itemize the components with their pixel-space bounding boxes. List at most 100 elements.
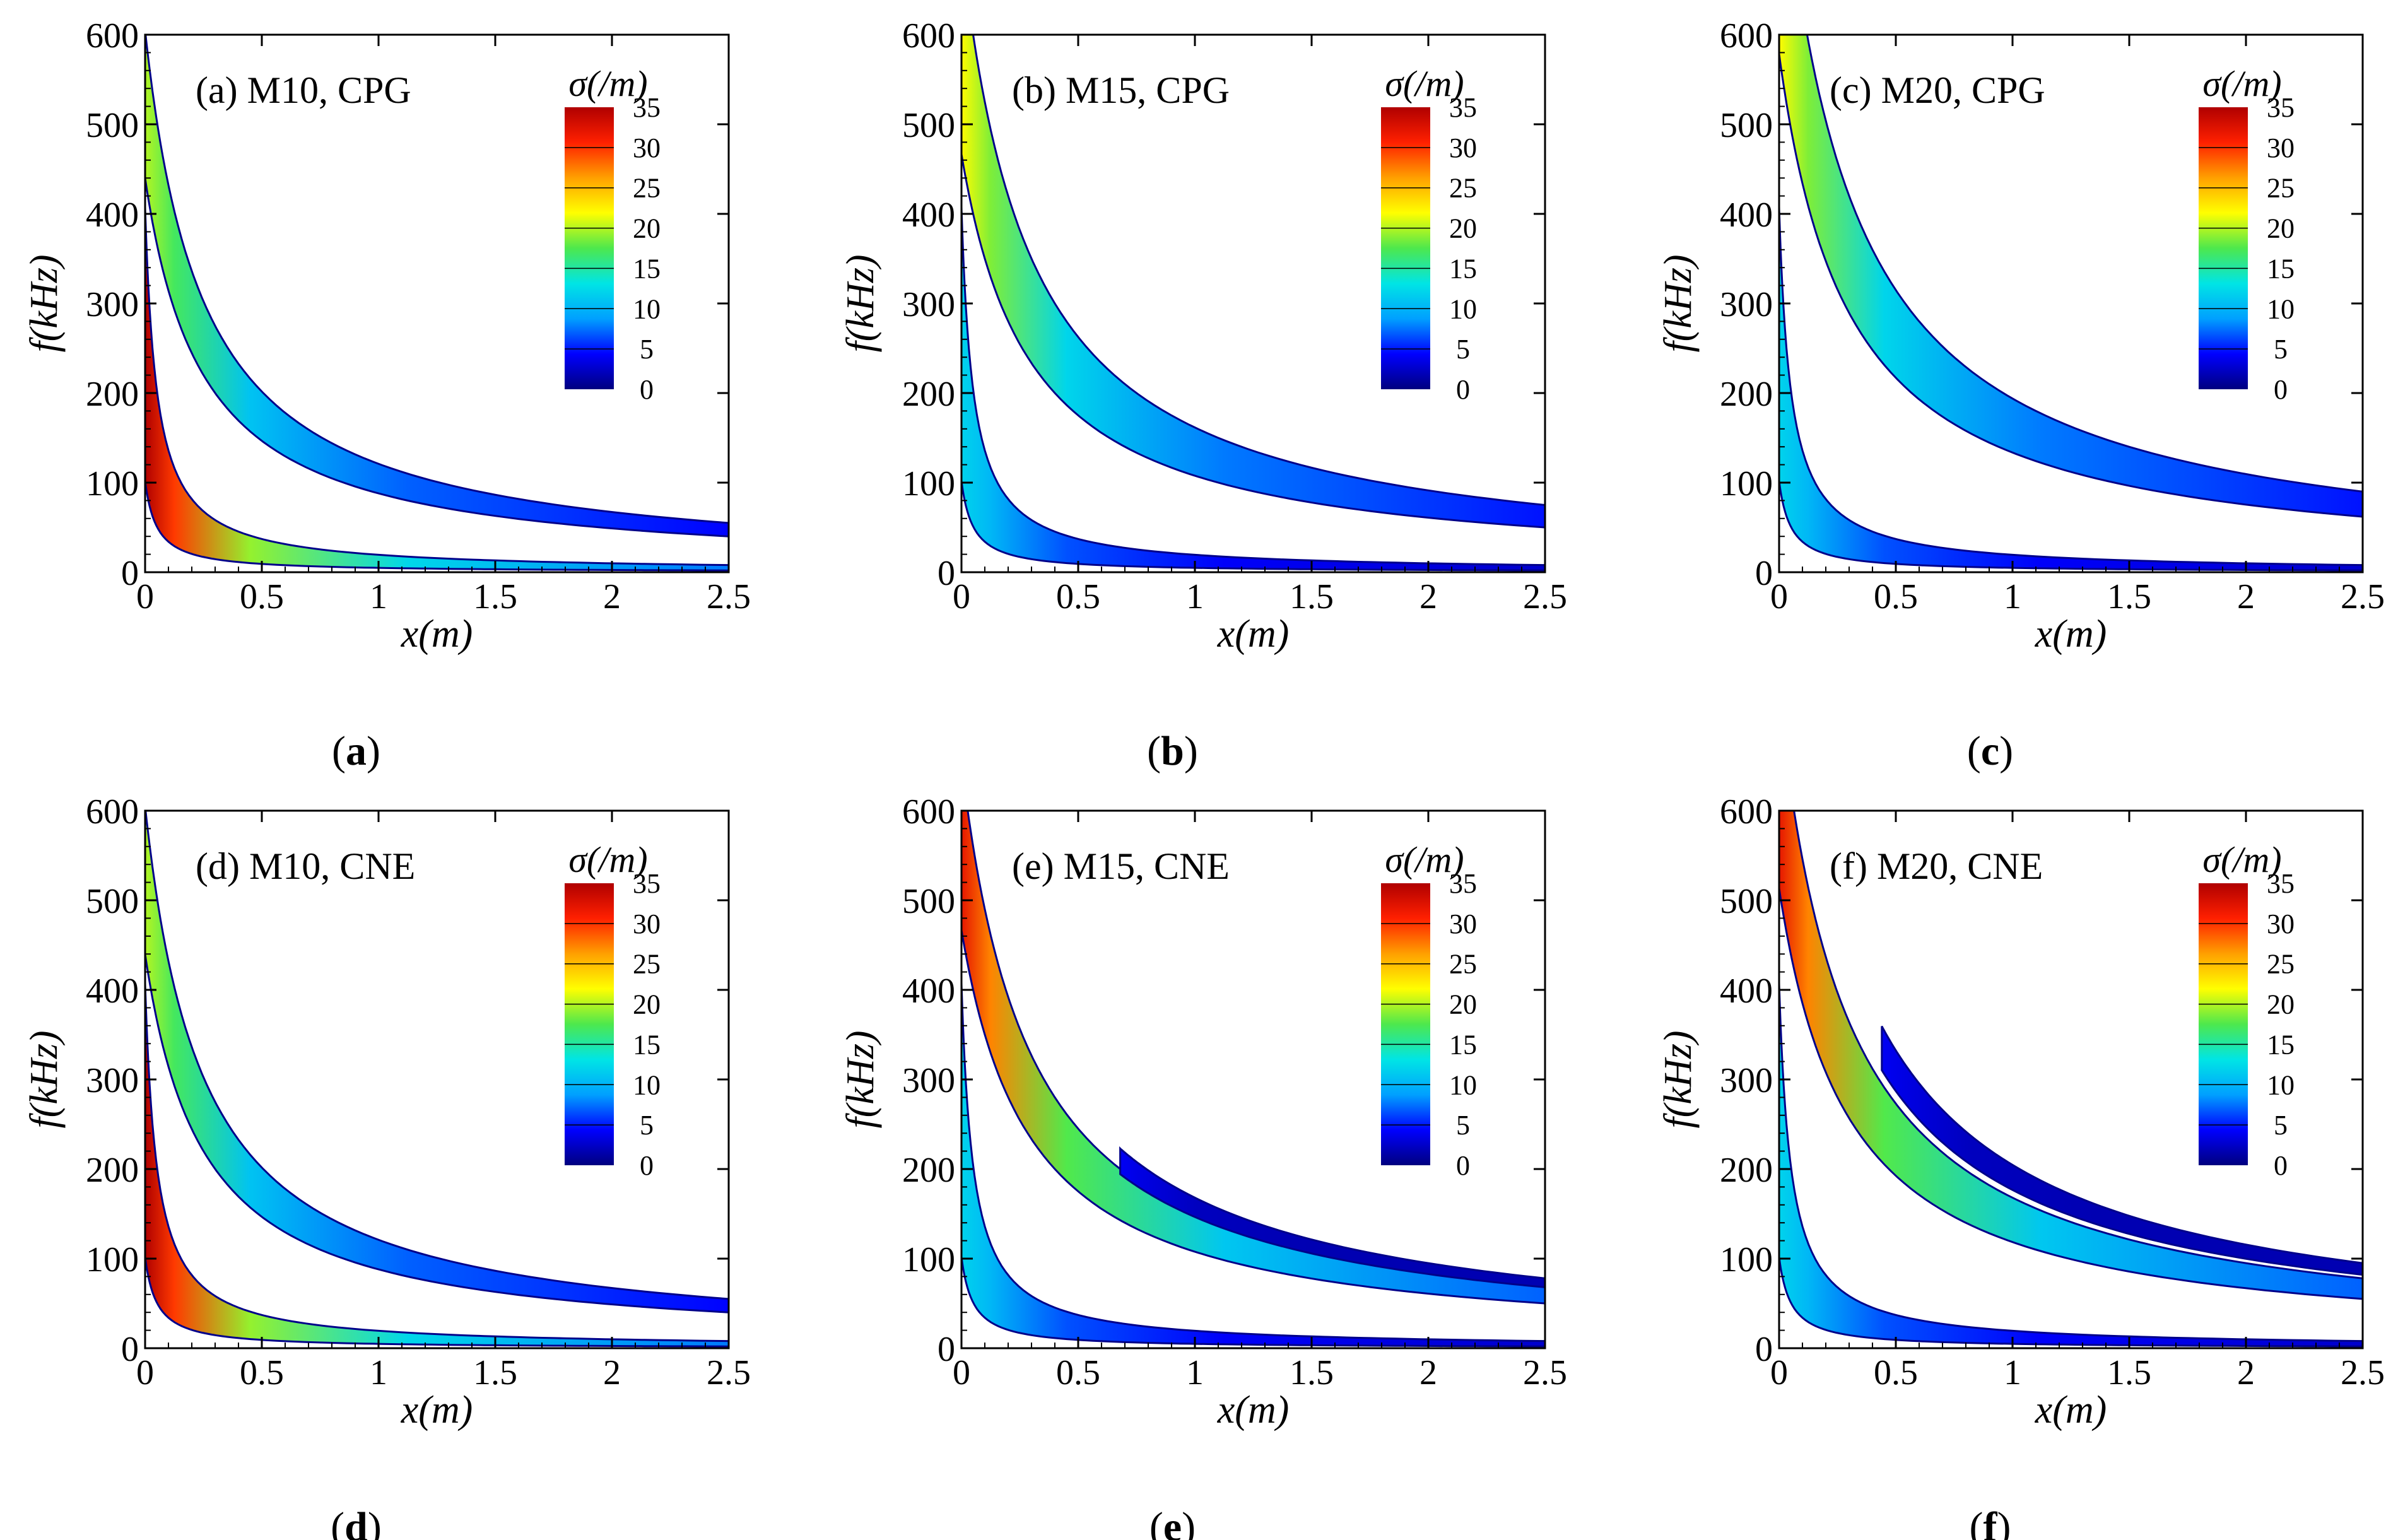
y-tick-label: 100 [902, 464, 955, 503]
band-upper-band [145, 811, 729, 1314]
band-low-frequency-band [145, 982, 729, 1348]
y-axis-label: f(kHz) [1657, 1031, 1700, 1129]
colorbar-tick-label: 20 [2267, 213, 2295, 244]
band-secondary-band [1881, 1025, 2363, 1276]
colorbar-tick-label: 10 [1449, 293, 1477, 324]
colorbar: 0 5 10 15 20 25 30 35σ(/m) [2199, 63, 2295, 405]
colorbar-fill [565, 107, 614, 389]
x-axis-label: x(m) [401, 1389, 473, 1431]
y-tick-label: 200 [1720, 1151, 1773, 1190]
chart-panel-c: 0 0.5 1 1.5 2 2.50100200300400500600x(m)f(kHz… [1657, 16, 2385, 774]
colorbar-tick-label: 5 [2274, 1110, 2288, 1141]
x-tick-label: 2.5 [2341, 577, 2385, 616]
colorbar-tick-label: 25 [1449, 173, 1477, 204]
x-tick-label: 0.5 [1056, 1353, 1100, 1392]
caption-open-paren: ( [1149, 1504, 1163, 1540]
caption-open-paren: ( [1970, 1504, 1984, 1540]
x-tick-label: 2.5 [1523, 1353, 1567, 1392]
caption-letter: b [1161, 728, 1184, 774]
y-tick-label: 300 [902, 1061, 955, 1100]
y-tick-label: 100 [1720, 1240, 1773, 1279]
band-low-frequency-band [145, 206, 729, 572]
band-upper-band [1779, 35, 2363, 518]
colorbar-tick-label: 30 [2267, 132, 2295, 163]
x-tick-label: 0 [136, 1353, 154, 1392]
y-tick-label: 400 [1720, 972, 1773, 1011]
colorbar-tick-label: 20 [1449, 989, 1477, 1020]
x-tick-label: 0.5 [1874, 577, 1918, 616]
y-axis-label: f(kHz) [839, 255, 882, 353]
plot-bands [961, 35, 1545, 572]
chart-panel-d: 0 0.5 1 1.5 2 2.50100200300400500600x(m)f(kHz… [23, 792, 751, 1540]
x-tick-label: 1 [2004, 1353, 2021, 1392]
x-tick-label: 0.5 [240, 577, 284, 616]
y-tick-label: 200 [86, 1151, 139, 1190]
y-tick-label: 300 [86, 285, 139, 324]
y-tick-label: 0 [121, 1330, 139, 1369]
colorbar: 0 5 10 15 20 25 30 35σ(/m) [1381, 63, 1477, 405]
colorbar-tick-label: 0 [2274, 374, 2288, 405]
colorbar-tick-label: 5 [640, 334, 654, 365]
colorbar-tick-label: 25 [2267, 949, 2295, 980]
y-axis-label: f(kHz) [839, 1031, 882, 1129]
colorbar-tick-label: 35 [1449, 92, 1477, 123]
band-low-frequency-band [961, 982, 1545, 1348]
y-tick-label: 400 [902, 972, 955, 1011]
y-tick-label: 500 [86, 106, 139, 145]
colorbar-tick-label: 15 [633, 253, 661, 284]
y-tick-label: 400 [86, 972, 139, 1011]
y-tick-label: 0 [121, 554, 139, 593]
caption-close-paren: ) [367, 728, 380, 774]
y-tick-label: 400 [86, 196, 139, 235]
colorbar-tick-label: 5 [1456, 334, 1470, 365]
colorbar-tick-label: 35 [2267, 92, 2295, 123]
colorbar-tick-label: 0 [2274, 1150, 2288, 1181]
colorbar-label: σ(/m) [568, 63, 647, 104]
colorbar-label: σ(/m) [2202, 839, 2281, 880]
x-tick-label: 1 [370, 1353, 387, 1392]
colorbar-label: σ(/m) [1385, 839, 1464, 880]
chart-panel-e: 0 0.5 1 1.5 2 2.50100200300400500600x(m)f(kHz… [839, 792, 1567, 1540]
colorbar-tick-label: 10 [2267, 293, 2295, 324]
x-tick-label: 2 [2237, 1353, 2255, 1392]
colorbar-tick-label: 10 [2267, 1069, 2295, 1100]
x-axis: 0 0.5 1 1.5 2 2.5 [1770, 35, 2385, 616]
colorbar-tick-label: 30 [633, 132, 661, 163]
colorbar-tick-label: 15 [1449, 1029, 1477, 1060]
y-tick-label: 200 [86, 375, 139, 414]
x-tick-label: 0.5 [1874, 1353, 1918, 1392]
chart-panel-a: 0 0.5 1 1.5 2 2.50100200300400500600x(m)f(kHz… [23, 16, 751, 774]
caption-open-paren: ( [331, 1504, 344, 1540]
band-main-band [961, 811, 1545, 1305]
x-axis-label: x(m) [401, 613, 473, 655]
y-tick-label: 600 [1720, 792, 1773, 832]
y-tick-label: 0 [937, 1330, 955, 1369]
x-axis-label: x(m) [2035, 1389, 2107, 1431]
colorbar-label: σ(/m) [2202, 63, 2281, 104]
colorbar-fill [1381, 883, 1430, 1165]
x-tick-label: 2.5 [2341, 1353, 2385, 1392]
panel-caption: (a) [332, 728, 380, 774]
panel-caption: (e) [1149, 1504, 1196, 1540]
x-tick-label: 0.5 [1056, 577, 1100, 616]
y-tick-label: 500 [1720, 106, 1773, 145]
colorbar-tick-label: 0 [1456, 374, 1470, 405]
colorbar-tick-label: 5 [2274, 334, 2288, 365]
x-tick-label: 0 [1770, 577, 1788, 616]
band-low-frequency-band [1779, 982, 2363, 1348]
band-secondary-band [1119, 1146, 1545, 1288]
panel-title: (f) M20, CNE [1830, 845, 2043, 887]
y-tick-label: 0 [937, 554, 955, 593]
caption-open-paren: ( [332, 728, 346, 774]
colorbar-tick-label: 35 [633, 868, 661, 899]
band-main-band [1779, 811, 2363, 1300]
x-tick-label: 1 [1186, 1353, 1204, 1392]
colorbar-tick-label: 20 [633, 213, 661, 244]
y-tick-label: 600 [86, 792, 139, 832]
x-tick-label: 0 [953, 577, 970, 616]
colorbar-tick-label: 15 [1449, 253, 1477, 284]
caption-letter: e [1163, 1504, 1182, 1540]
y-tick-label: 400 [902, 196, 955, 235]
panel-caption: (d) [331, 1504, 382, 1540]
